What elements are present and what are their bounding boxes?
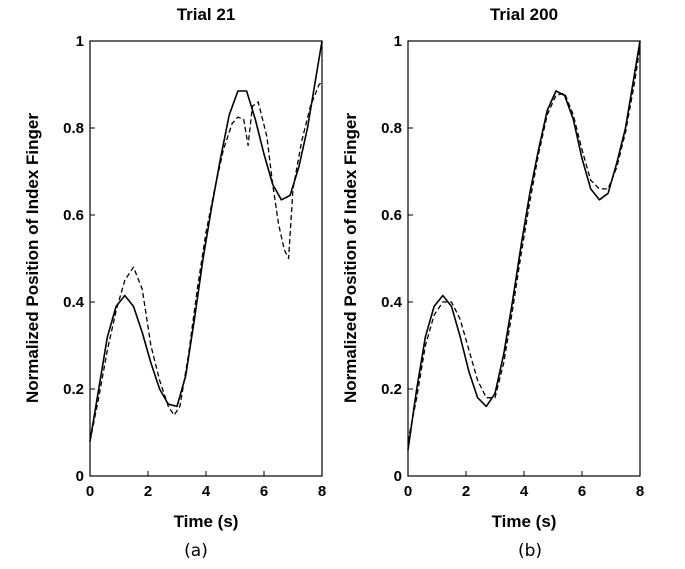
y-axis-label: Normalized Position of Index Finger bbox=[341, 113, 360, 403]
y-tick-label: 0 bbox=[76, 468, 84, 485]
x-axis-label: Time (s) bbox=[174, 512, 239, 531]
x-tick-label: 8 bbox=[318, 483, 326, 500]
dashed-series-line bbox=[89, 81, 323, 442]
y-tick-label: 1 bbox=[394, 33, 402, 50]
y-tick-label: 1 bbox=[76, 33, 84, 50]
y-tick-labels: 0 0.2 0.4 0.6 0.8 1 bbox=[63, 33, 95, 485]
y-axis-label: Normalized Position of Index Finger bbox=[23, 113, 42, 403]
panel-a: Trial 21 0 0.2 0.4 0.6 0.8 1 0 2 4 6 8 Time (s) N… bbox=[23, 5, 326, 561]
y-tick-label: 0.6 bbox=[381, 207, 402, 224]
y-tick-label: 0.2 bbox=[381, 381, 402, 398]
series-group bbox=[407, 40, 641, 451]
y-tick-labels: 0 0.2 0.4 0.6 0.8 1 bbox=[381, 33, 413, 485]
x-tick-label: 2 bbox=[144, 483, 152, 500]
x-tick-label: 4 bbox=[520, 483, 529, 500]
dashed-series-line bbox=[407, 47, 641, 442]
solid-series-line bbox=[89, 40, 323, 442]
y-tick-label: 0.4 bbox=[381, 294, 403, 311]
caption-a: (a) bbox=[184, 541, 208, 561]
plot-frame bbox=[407, 40, 641, 477]
x-axis-label: Time (s) bbox=[492, 512, 557, 531]
x-tick-label: 8 bbox=[636, 483, 644, 500]
chart-title: Trial 200 bbox=[490, 5, 558, 24]
chart-title: Trial 21 bbox=[177, 5, 236, 24]
y-tick-label: 0.8 bbox=[381, 120, 402, 137]
x-tick-labels: 0 2 4 6 8 bbox=[86, 471, 326, 500]
x-tick-label: 4 bbox=[202, 483, 211, 500]
x-tick-label: 6 bbox=[260, 483, 268, 500]
x-tick-label: 0 bbox=[86, 483, 94, 500]
y-tick-label: 0.4 bbox=[63, 294, 85, 311]
y-tick-label: 0 bbox=[394, 468, 402, 485]
x-tick-label: 0 bbox=[404, 483, 412, 500]
caption-b: (b) bbox=[518, 541, 542, 561]
solid-series-line bbox=[407, 40, 641, 451]
series-group bbox=[89, 40, 323, 442]
plot-frame bbox=[89, 40, 323, 477]
x-tick-label: 2 bbox=[462, 483, 470, 500]
y-tick-label: 0.8 bbox=[63, 120, 84, 137]
y-tick-label: 0.2 bbox=[63, 381, 84, 398]
x-tick-labels: 0 2 4 6 8 bbox=[404, 471, 644, 500]
y-tick-label: 0.6 bbox=[63, 207, 84, 224]
x-tick-label: 6 bbox=[578, 483, 586, 500]
